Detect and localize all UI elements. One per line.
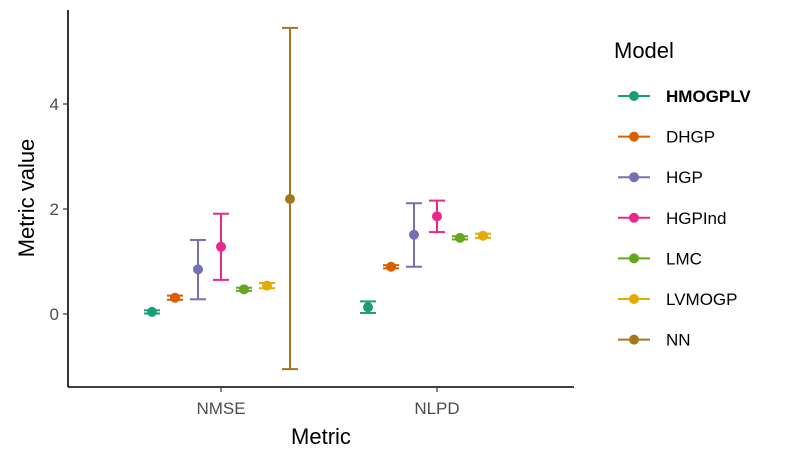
errorbar-hgpind-nmse	[213, 212, 229, 281]
plot-area	[144, 26, 491, 371]
legend-label: LVMOGP	[666, 290, 737, 309]
mean-point	[239, 284, 249, 295]
errorbar-nn-nmse	[282, 26, 298, 371]
legend-label: HGPInd	[666, 209, 726, 228]
legend-label: HMOGPLV	[666, 87, 751, 106]
errorbar-hgpind-nlpd	[429, 199, 445, 234]
legend-key-point	[629, 334, 639, 345]
y-tick-label: 4	[50, 95, 59, 114]
legend-label: HGP	[666, 168, 703, 187]
errorbar-lvmogp-nmse	[259, 280, 275, 291]
errorbar-hgp-nlpd	[406, 202, 422, 268]
legend-label: DHGP	[666, 128, 715, 147]
legend-item-hgp: HGP	[618, 168, 703, 187]
y-tick-label: 2	[50, 200, 59, 219]
mean-point	[170, 292, 180, 303]
legend-title: Model	[614, 38, 674, 63]
legend: Model HMOGPLV DHGP HGP HGPInd LMC LVMOGP NN	[614, 38, 751, 350]
x-ticks: NMSE NLPD	[196, 387, 460, 418]
legend-key-point	[629, 212, 639, 223]
legend-label: LMC	[666, 249, 702, 268]
mean-point	[478, 230, 488, 241]
errorbar-hgp-nmse	[190, 238, 206, 301]
mean-point	[262, 280, 272, 291]
legend-item-hmogplv: HMOGPLV	[618, 87, 751, 106]
y-axis-title: Metric value	[14, 139, 39, 258]
errorbar-hmogplv-nmse	[144, 306, 160, 317]
mean-point	[386, 261, 396, 272]
errorbar-hmogplv-nlpd	[360, 300, 376, 314]
legend-label: NN	[666, 331, 691, 350]
mean-point	[216, 241, 226, 252]
legend-key-point	[629, 253, 639, 264]
legend-item-lvmogp: LVMOGP	[618, 290, 737, 309]
legend-key-point	[629, 294, 639, 304]
legend-item-nn: NN	[618, 331, 691, 350]
y-ticks: 0 2 4	[50, 95, 68, 324]
legend-item-lmc: LMC	[618, 249, 702, 268]
legend-key-point	[629, 91, 639, 101]
mean-point	[432, 211, 442, 222]
errorbar-lmc-nmse	[236, 284, 252, 295]
errorbar-dhgp-nmse	[167, 292, 183, 303]
axes	[67, 10, 574, 388]
mean-point	[409, 229, 419, 240]
x-axis-title: Metric	[291, 424, 351, 449]
y-tick-label: 0	[50, 305, 59, 324]
mean-point	[455, 232, 465, 243]
mean-point	[363, 302, 373, 313]
errorbar-lmc-nlpd	[452, 232, 468, 243]
errorbar-dhgp-nlpd	[383, 261, 399, 272]
mean-point	[147, 306, 157, 317]
errorbar-lvmogp-nlpd	[475, 230, 491, 241]
legend-key-point	[629, 131, 639, 142]
x-tick-label: NMSE	[196, 399, 245, 418]
legend-item-hgpind: HGPInd	[618, 209, 726, 228]
mean-point	[193, 264, 203, 275]
x-tick-label: NLPD	[414, 399, 459, 418]
legend-item-dhgp: DHGP	[618, 128, 715, 147]
mean-point	[285, 194, 295, 205]
legend-key-point	[629, 172, 639, 183]
